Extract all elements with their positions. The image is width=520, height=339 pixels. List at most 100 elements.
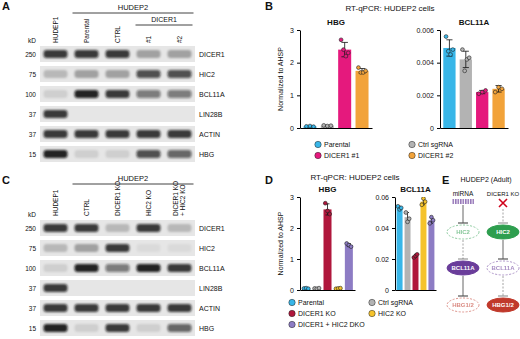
tick-mark	[392, 290, 395, 291]
tick: 0	[385, 287, 395, 294]
protein-label: BCL11A	[199, 91, 225, 98]
axis-line	[300, 198, 301, 291]
bar	[460, 59, 472, 128]
data-point	[415, 252, 419, 256]
band	[44, 264, 68, 272]
band	[75, 150, 99, 158]
knockout-cross	[499, 199, 507, 207]
bar	[345, 245, 353, 290]
data-point	[467, 56, 471, 60]
axis-title: Normalized to AHSP	[277, 211, 284, 275]
data-point	[423, 200, 427, 204]
data-point	[338, 286, 342, 290]
inhibition-line	[503, 209, 504, 223]
legend-swatch	[369, 310, 375, 316]
protein-label: LIN28B	[199, 285, 223, 292]
legend-entry: DICER1 #2	[418, 152, 454, 159]
axis-line	[301, 290, 356, 291]
blot-strip	[40, 146, 195, 162]
data-point	[399, 206, 403, 210]
data-point	[500, 87, 504, 91]
legend-swatch	[315, 152, 321, 158]
legend-swatch	[315, 141, 321, 147]
data-point	[328, 212, 332, 216]
mirna-icon	[452, 199, 474, 204]
band	[44, 324, 68, 332]
inhibition-line	[463, 240, 464, 259]
axis-line	[395, 198, 396, 291]
data-point	[349, 245, 353, 249]
node	[487, 225, 519, 239]
legend-entry: HIC2 KO	[378, 310, 407, 317]
data-point	[407, 217, 411, 221]
data-point	[364, 69, 368, 73]
data-point	[493, 90, 497, 94]
tick-mark	[297, 95, 300, 96]
tick-mark	[297, 290, 300, 291]
tick-label: 0	[290, 125, 294, 132]
lane-label: #2	[176, 35, 183, 43]
kd-label: 75	[29, 245, 37, 252]
tick-label: 0.004	[416, 59, 434, 66]
lane-header: HUDEP2	[118, 3, 148, 12]
tick-label: 3	[290, 27, 294, 34]
tick: 3	[290, 27, 300, 34]
axis-line	[440, 31, 441, 129]
legend-swatch	[409, 152, 415, 158]
blot-strip	[40, 300, 195, 316]
kd-label: 100	[25, 265, 36, 272]
tick: 0.06	[375, 194, 395, 201]
tick-mark	[437, 128, 440, 129]
band	[168, 130, 192, 138]
band	[106, 244, 130, 252]
node	[487, 261, 519, 275]
band	[106, 264, 130, 272]
band	[75, 264, 99, 272]
lane-label: #1	[145, 35, 152, 43]
tick-label: 2	[290, 59, 294, 66]
panel-label: C	[2, 174, 10, 186]
band	[137, 90, 161, 98]
protein-label: HBG	[199, 151, 214, 158]
tick-mark	[297, 197, 300, 198]
panel-label: A	[2, 0, 10, 12]
band	[75, 324, 99, 332]
protein-label: HBG	[199, 325, 214, 332]
bar	[443, 48, 455, 128]
chart-title: HBG	[319, 185, 337, 194]
data-point	[449, 53, 453, 57]
lane-label: DICER1 KO+ HIC2 KO	[172, 181, 186, 216]
lane-label: HUDEP1	[52, 16, 59, 43]
node-label: miRNA	[453, 190, 474, 197]
lane-label: HUDEP1	[52, 189, 59, 216]
legend-entry: DICER1 KO	[298, 310, 336, 317]
axis-line	[441, 128, 509, 129]
band	[44, 50, 68, 58]
data-point	[346, 51, 350, 55]
protein-label: DICER1	[199, 225, 225, 232]
band	[137, 264, 161, 272]
lane-subheader: DICER1	[151, 16, 177, 23]
axis-line	[300, 31, 301, 129]
legend-swatch	[369, 299, 375, 305]
legend-entry: Ctrl sgRNA	[378, 299, 413, 307]
data-point	[304, 124, 308, 128]
blot-strip	[40, 106, 195, 122]
data-point	[306, 287, 310, 290]
panel-label: D	[265, 174, 273, 186]
band	[137, 304, 161, 312]
blot-strip	[40, 240, 195, 256]
inhibition-line	[463, 276, 464, 296]
legend-entry: Parental	[324, 141, 351, 148]
bands	[44, 304, 192, 312]
bar	[356, 71, 369, 128]
kd-label: 15	[29, 325, 37, 332]
band	[44, 70, 68, 78]
data-point	[317, 286, 321, 290]
bands	[44, 90, 192, 98]
inhibition-line	[503, 240, 504, 259]
tick: 2	[290, 59, 300, 66]
node-label: HBG1/2	[452, 302, 474, 308]
inhibition-line	[463, 205, 464, 223]
node	[447, 298, 479, 312]
